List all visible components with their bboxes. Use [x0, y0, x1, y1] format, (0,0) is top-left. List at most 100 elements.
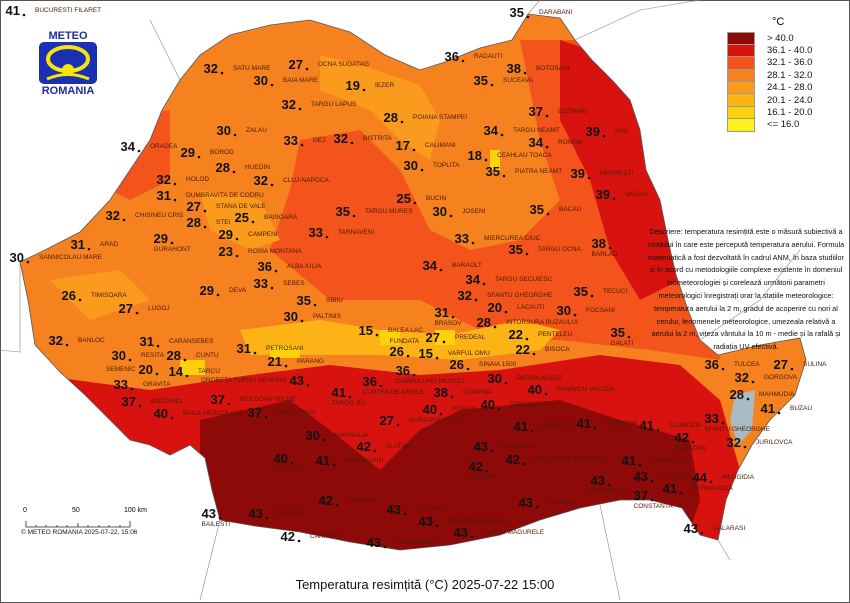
legend-label: 32.1 - 36.0	[767, 57, 813, 69]
station-name: DEVA	[229, 287, 247, 294]
station-name: BAILE HERCULANE	[183, 410, 244, 417]
station: 32 CLUJ-NAPOCA	[254, 173, 330, 188]
station: 20 LACAUTI	[488, 300, 545, 315]
station-dot	[350, 141, 354, 145]
station: 22 PENTELEU	[509, 327, 573, 342]
station-dot	[530, 429, 534, 433]
station-value: 41	[332, 385, 346, 400]
station-name: BUCIN	[426, 195, 447, 202]
legend-item: 28.1 - 32.0	[727, 68, 837, 83]
station: 43 ROSIORI DE VEDE	[419, 514, 507, 529]
station-name: CALARASI	[713, 525, 745, 532]
station-name: BOZOVICI	[151, 398, 182, 405]
station-name: BAILESTI	[202, 521, 231, 528]
station-name: DARABANI	[539, 9, 572, 16]
station-dot	[777, 411, 781, 415]
station-name: SULINA	[803, 361, 827, 368]
station-value: 32	[204, 61, 218, 76]
station-name: HARSOVA	[675, 445, 707, 452]
logo-bottom-text: ROMANIA	[41, 85, 95, 97]
station-name: PLOIESTI	[543, 423, 572, 430]
station: 43 BECHET	[249, 506, 305, 521]
station-value: 29	[181, 145, 195, 160]
station-dot	[332, 463, 336, 467]
station-dot	[396, 423, 400, 427]
station-value: 32	[334, 131, 348, 146]
station-dot	[306, 383, 310, 387]
legend-item: 36.1 - 40.0	[727, 43, 837, 58]
station-dot	[502, 174, 506, 178]
station-value: 27	[380, 413, 394, 428]
station-name: CHISINEU CRIS	[135, 212, 184, 219]
station-dot	[251, 220, 255, 224]
station-dot	[300, 319, 304, 323]
station-dot	[137, 149, 141, 153]
station: 30 JOSENI	[433, 204, 486, 219]
station-value: 30	[10, 250, 24, 265]
station-name: OLTENITA	[503, 443, 534, 450]
station-name: PETROSANI	[266, 345, 304, 352]
station-value: 29	[200, 283, 214, 298]
legend-item: <= 16.0	[727, 118, 837, 132]
station-dot	[439, 268, 443, 272]
legend-label: 16.1 - 20.0	[767, 107, 813, 119]
station-dot	[232, 170, 236, 174]
station: 23 ROSIA MONTANA	[219, 244, 303, 259]
station: 44 MEDGIDIA	[693, 470, 755, 485]
station-dot	[203, 225, 207, 229]
station-name: CAMPULUNG MUSCEL	[396, 378, 467, 385]
station-value: 26	[450, 357, 464, 372]
station-dot	[383, 545, 387, 549]
station-dot	[485, 469, 489, 473]
station: 28 MAHMUDIA	[730, 387, 796, 402]
station: 27 OCNA SUGATAG	[289, 57, 370, 72]
station: 33 GRAVITA	[114, 377, 172, 392]
station-dot	[691, 440, 695, 444]
station-name: SFANTU GHEORGHE	[487, 292, 553, 299]
station-dot	[450, 395, 454, 399]
station-dot	[746, 397, 750, 401]
station: 28 HUEDIN	[216, 160, 271, 175]
station-value: 26	[62, 288, 76, 303]
station-value: 26	[390, 344, 404, 359]
station-name: BRASOV	[435, 320, 463, 327]
station-name: BISOCA	[545, 346, 570, 353]
station-dot	[522, 462, 526, 466]
station-name: CORUGEA	[651, 457, 685, 464]
station-value: 32	[49, 333, 63, 348]
station: 30 BAIA MARE	[254, 73, 319, 88]
station-name: TULCEA	[734, 361, 760, 368]
station-value: 44	[693, 470, 708, 485]
station: 30 SANNICOLAU MARE	[10, 250, 103, 265]
station: 41 PLOIESTI	[514, 419, 573, 434]
station-dot	[700, 531, 704, 535]
station-name: JOSENI	[462, 208, 486, 215]
station-name: AFUMATI	[469, 474, 497, 481]
station-dot	[322, 438, 326, 442]
station-name: CEAHLAU TOACA	[497, 152, 552, 159]
station-name: GIURGIU	[548, 499, 576, 506]
legend-item: 16.1 - 20.0	[727, 105, 837, 120]
station-dot	[305, 67, 309, 71]
station: 35 PIATRA NEAMT	[486, 164, 563, 179]
station-dot	[790, 367, 794, 371]
station-dot	[270, 286, 274, 290]
station-name: POIANA STAMPEI	[413, 114, 467, 121]
station-name: CERNAVODA	[692, 485, 733, 492]
station-dot	[235, 237, 239, 241]
station-value: 43	[684, 521, 698, 536]
station-value: 38	[434, 385, 448, 400]
station-value: 40	[528, 382, 542, 397]
station-dot	[284, 364, 288, 368]
station-name: IASI	[615, 128, 627, 135]
station-dot	[608, 246, 612, 250]
station-name: MANGALIA	[335, 432, 369, 439]
station: 35 SIBIU	[297, 293, 344, 308]
station-dot	[218, 516, 222, 520]
station-dot	[78, 298, 82, 302]
station-value: 39	[586, 124, 600, 139]
legend-swatch	[727, 81, 755, 95]
